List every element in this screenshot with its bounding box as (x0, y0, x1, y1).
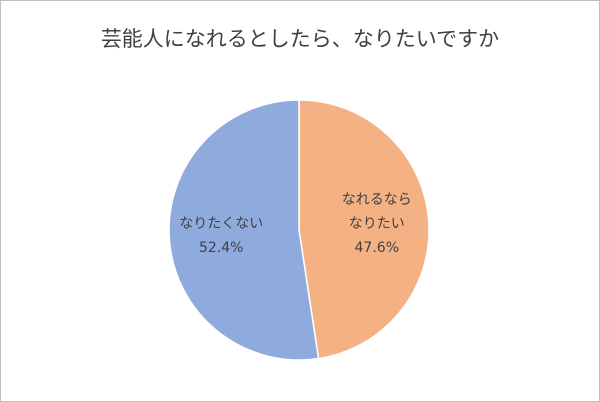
value-label: 52.4% (198, 239, 244, 256)
pie-slice (298, 99, 430, 360)
slice-label: なれるなら なりたい (341, 192, 412, 233)
pie-slice (168, 99, 320, 361)
value-label: 47.6% (354, 240, 400, 257)
slice-label: なりたくない (179, 215, 264, 232)
chart-title: 芸能人になれるとしたら、なりたいですか (100, 27, 500, 51)
